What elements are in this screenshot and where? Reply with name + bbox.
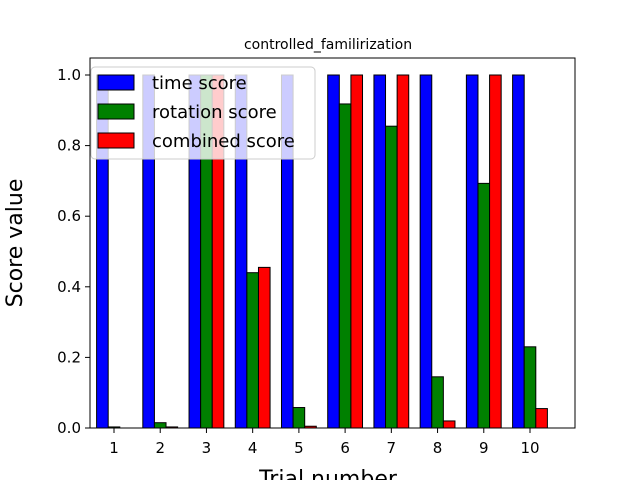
y-tick-label: 0.6 [57,207,81,225]
bar-rotation-score-trial-6 [338,103,352,429]
bar-time-score-trial-8 [419,74,433,429]
bar-combined-score-trial-8 [442,420,456,429]
bars-group [96,74,548,429]
legend-swatch-combined-score [97,132,135,149]
bar-rotation-score-trial-4 [246,272,259,429]
x-tick-label: 7 [387,439,397,457]
legend-box [90,66,316,160]
x-tick-label: 5 [294,439,304,457]
bar-rotation-score-trial-9 [477,182,491,429]
y-tick-label: 0.0 [57,419,81,437]
legend-swatch-time-score [97,74,135,91]
legend-label-time-score: time score [152,73,247,94]
x-tick-label: 9 [479,439,489,457]
legend-label-rotation-score: rotation score [152,102,277,123]
y-tick-label: 0.4 [57,278,81,296]
y-tick-label: 1.0 [57,66,81,84]
legend-label-combined-score: combined score [152,131,295,152]
plot-frame [89,57,576,429]
bar-combined-score-trial-4 [257,266,271,429]
bar-combined-score-trial-9 [489,74,502,429]
chart-title: controlled_familirization [244,37,412,53]
x-tick-label: 8 [433,439,443,457]
x-axis-title: Trial number [258,467,398,480]
x-tick-label: 3 [202,439,212,457]
bar-rotation-score-trial-10 [523,346,537,429]
bar-rotation-score-trial-8 [431,376,444,429]
x-tick-label: 1 [109,439,119,457]
ticks-group: 0.0 0.2 0.4 0.6 0.8 1.0 1 2 3 4 5 6 7 8 9 10 [57,66,539,457]
x-tick-label: 2 [155,439,165,457]
bar-combined-score-trial-10 [535,408,548,429]
y-tick-label: 0.2 [57,348,81,366]
legend-swatch-rotation-score [97,103,135,120]
bar-rotation-score-trial-2 [153,422,167,429]
x-tick-label: 4 [248,439,258,457]
y-tick-label: 0.8 [57,137,81,155]
bar-combined-score-trial-7 [396,74,410,429]
y-axis-title: Score value [3,179,28,308]
bar-combined-score-trial-6 [350,74,364,429]
bar-time-score-trial-9 [465,74,479,429]
bar-time-score-trial-7 [373,74,387,429]
bar-rotation-score-trial-5 [292,407,306,429]
bar-time-score-trial-10 [512,74,525,429]
bar-time-score-trial-6 [327,74,340,429]
x-tick-label: 6 [340,439,350,457]
x-tick-label: 10 [520,439,539,457]
bar-rotation-score-trial-7 [385,125,398,429]
legend: time score rotation score combined score [90,66,316,160]
